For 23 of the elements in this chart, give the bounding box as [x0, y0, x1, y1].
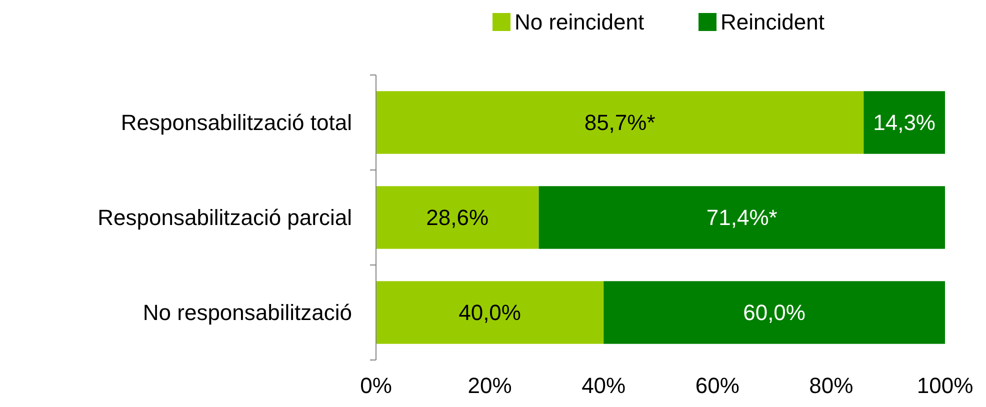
- bar: [864, 91, 945, 154]
- y-tick-label: Responsabilització parcial: [98, 205, 352, 230]
- data-label: 28,6%: [426, 205, 489, 230]
- data-label: 71,4%*: [706, 205, 778, 230]
- x-tick-label: 80%: [809, 373, 854, 398]
- legend-label: Reincident: [720, 10, 824, 35]
- x-tick-label: 100%: [916, 373, 974, 398]
- data-label: 14,3%: [873, 110, 936, 136]
- data-label: 40,0%: [458, 300, 521, 326]
- bar: [376, 91, 864, 154]
- bar: [538, 186, 945, 249]
- bar: [376, 281, 604, 344]
- bar: [604, 281, 945, 344]
- y-tick-label: No responsabilització: [142, 300, 352, 326]
- y-tick-label: Responsabilització total: [120, 110, 352, 136]
- x-tick-label: 20%: [468, 373, 512, 398]
- data-label: 60,0%: [743, 300, 806, 326]
- x-tick-label: 0%: [360, 373, 392, 398]
- x-tick-label: 40%: [582, 373, 626, 398]
- legend-label: No reincident: [514, 10, 644, 35]
- bar: [376, 186, 539, 249]
- x-tick-label: 60%: [695, 373, 740, 398]
- data-label: 85,7%*: [584, 110, 656, 136]
